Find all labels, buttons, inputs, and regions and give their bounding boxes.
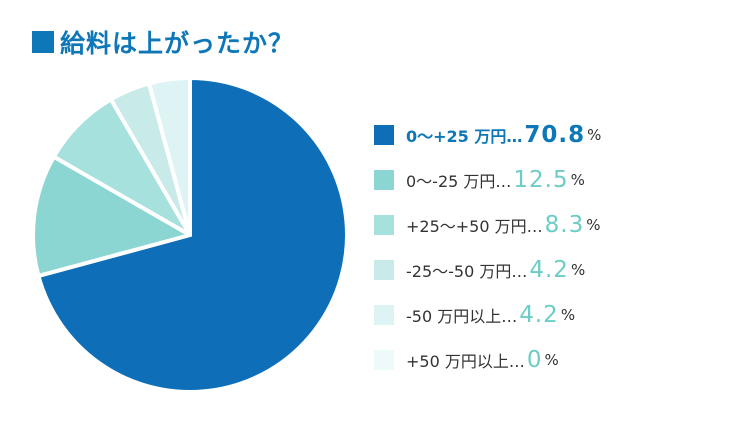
legend-unit: % <box>544 350 559 369</box>
legend-swatch <box>374 349 394 370</box>
legend-item: +25〜+50 万円… 8.3 % <box>374 202 734 247</box>
legend-percent: 70.8 <box>524 121 586 148</box>
legend-swatch <box>374 169 394 190</box>
legend-label: +50 万円以上… <box>406 351 525 371</box>
legend-swatch <box>374 304 394 325</box>
legend-unit: % <box>586 215 601 234</box>
legend-item: 0〜+25 万円… 70.8 % <box>374 112 734 157</box>
legend-percent: 4.2 <box>529 256 569 283</box>
chart-title: 給料は上がったか？ <box>32 24 294 60</box>
title-square-icon <box>32 31 54 53</box>
legend-unit: % <box>587 125 602 144</box>
legend-item: -50 万円以上… 4.2 % <box>374 292 734 337</box>
legend-unit: % <box>570 260 586 279</box>
legend-percent: 0 <box>526 346 543 373</box>
pie-slice <box>147 76 192 237</box>
legend-item: +50 万円以上… 0 % <box>374 337 734 382</box>
legend-item: -25〜-50 万円… 4.2 % <box>374 247 734 292</box>
legend-label: 0〜-25 万円… <box>406 171 512 191</box>
legend-swatch <box>374 214 394 235</box>
legend-percent: 4.2 <box>519 301 559 328</box>
pie-slice <box>31 154 192 278</box>
legend-percent: 8.3 <box>544 211 585 238</box>
pie-slice <box>36 76 349 394</box>
legend-label: 0〜+25 万円… <box>406 126 523 146</box>
legend-unit: % <box>570 170 585 189</box>
legend-label: -25〜-50 万円… <box>406 261 528 281</box>
legend-percent: 12.5 <box>513 166 569 193</box>
legend-swatch <box>374 259 394 280</box>
chart-title-text: 給料は上がったか？ <box>60 29 295 58</box>
legend-item: 0〜-25 万円… 12.5 % <box>374 157 734 202</box>
legend-swatch <box>374 124 394 145</box>
legend: 0〜+25 万円… 70.8 % 0〜-25 万円… 12.5 % +25〜+5… <box>374 112 734 382</box>
legend-label: -50 万円以上… <box>406 306 518 326</box>
legend-unit: % <box>560 305 576 324</box>
legend-label: +25〜+50 万円… <box>406 216 543 236</box>
